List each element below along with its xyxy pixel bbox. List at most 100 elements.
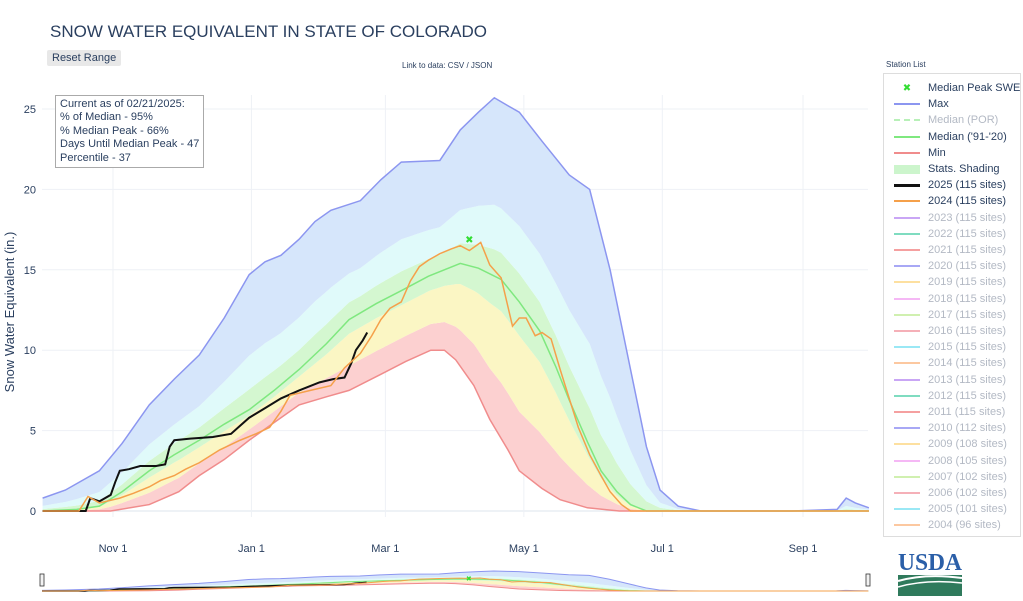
legend-item[interactable]: 2009 (108 sites) (884, 436, 1007, 452)
legend-label: 2023 (115 sites) (928, 211, 1007, 224)
series-line-min (42, 349, 869, 512)
info-line-date: Current as of 02/21/2025: (60, 98, 185, 110)
legend-label: Median ('91-'20) (928, 130, 1007, 143)
series-line-max (42, 96, 870, 512)
legend-item[interactable]: 2014 (115 sites) (884, 355, 1006, 371)
legend-label: 2018 (115 sites) (928, 292, 1007, 305)
legend-swatch (894, 216, 920, 219)
legend-item[interactable]: Min (884, 145, 946, 161)
legend-label: 2019 (115 sites) (928, 276, 1007, 289)
legend-swatch (894, 330, 920, 332)
y-tick-label: 25 (24, 104, 36, 116)
legend-swatch (894, 411, 920, 413)
legend-label: Median (POR) (928, 114, 999, 127)
legend-swatch (894, 475, 920, 478)
legend-swatch (894, 119, 920, 122)
legend-item[interactable]: 2011 (115 sites) (884, 404, 1005, 420)
legend-label: 2016 (115 sites) (928, 325, 1007, 337)
legend-item[interactable]: 2018 (115 sites) (884, 291, 1006, 307)
legend-item[interactable]: 2004 (96 sites) (884, 517, 1001, 533)
stats-band (42, 570, 869, 591)
legend-label: Stats. Shading (928, 163, 1000, 175)
legend-swatch (894, 459, 920, 462)
legend-item[interactable]: 2005 (101 sites) (884, 501, 1007, 517)
range-slider-handle[interactable] (865, 573, 871, 587)
y-tick-label: 10 (24, 345, 36, 357)
legend-label: 2017 (115 sites) (928, 308, 1007, 321)
legend-swatch (894, 164, 920, 174)
legend-item[interactable]: 2024 (115 sites) (884, 193, 1006, 209)
plot-area: ✖ (42, 96, 870, 512)
reset-range-button[interactable]: Reset Range (47, 50, 122, 66)
legend-label: 2005 (101 sites) (928, 503, 1007, 516)
range-slider-handle[interactable] (39, 573, 45, 587)
legend-item[interactable]: ✖ Median Peak SWE (884, 80, 1021, 96)
legend-label: 2015 (115 sites) (928, 341, 1007, 354)
legend-swatch (894, 362, 920, 365)
legend-swatch (894, 151, 920, 154)
range-slider: ✖ (39, 568, 871, 592)
x-tick-label: Sep 1 (789, 543, 818, 555)
legend-item[interactable]: 2016 (115 sites) (884, 323, 1006, 339)
y-axis-title: Snow Water Equivalent (in.) (2, 232, 17, 393)
stats-band (42, 243, 869, 512)
legend-swatch (894, 135, 920, 138)
data-link[interactable]: Link to data: CSV / JSON (402, 61, 493, 70)
info-line-pct-median: % of Median - 95% (60, 111, 153, 124)
legend-item[interactable]: 2022 (115 sites) (884, 226, 1006, 242)
x-tick-label: Mar 1 (371, 543, 399, 555)
legend-item[interactable]: 2007 (102 sites) (884, 469, 1007, 485)
chart-title: SNOW WATER EQUIVALENT IN STATE OF COLORA… (50, 22, 488, 41)
series-line-min (42, 582, 869, 592)
legend-swatch (894, 200, 920, 203)
legend-label: 2013 (115 sites) (928, 373, 1007, 386)
legend-item[interactable]: Stats. Shading (884, 161, 1000, 177)
legend: ✖ Median Peak SWE Max Median (POR) Median ('… (883, 73, 1021, 537)
legend-item[interactable]: 2021 (115 sites) (884, 242, 1006, 258)
usda-logo: USDA (896, 548, 966, 596)
legend-swatch (894, 281, 920, 284)
legend-item[interactable]: 2015 (115 sites) (884, 339, 1006, 355)
legend-item[interactable]: 2023 (115 sites) (884, 210, 1006, 226)
info-line-days-until-peak: Days Until Median Peak - 47 (60, 138, 200, 151)
x-marker-icon: ✖ (902, 82, 912, 94)
legend-swatch (894, 183, 920, 187)
legend-label: 2020 (115 sites) (928, 260, 1007, 273)
legend-label: 2014 (115 sites) (928, 357, 1007, 370)
y-tick-label: 15 (24, 265, 36, 277)
legend-item[interactable]: Median (POR) (884, 112, 998, 128)
median-peak-marker: ✖ (466, 576, 472, 583)
legend-swatch (894, 524, 920, 527)
legend-title: Station List (886, 60, 926, 69)
stats-band (42, 204, 869, 511)
legend-swatch (894, 394, 920, 397)
legend-label: 2006 (102 sites) (928, 487, 1007, 499)
legend-item[interactable]: 2025 (115 sites) (884, 177, 1006, 193)
legend-label: 2007 (102 sites) (928, 470, 1007, 483)
median-peak-marker: ✖ (465, 235, 473, 246)
legend-label: 2012 (115 sites) (928, 389, 1007, 402)
legend-swatch (894, 378, 920, 381)
series-line-2025-115-sites- (42, 332, 369, 512)
legend-item[interactable]: 2019 (115 sites) (884, 274, 1006, 290)
x-tick-label: Jul 1 (651, 543, 674, 555)
legend-item[interactable]: Median ('91-'20) (884, 129, 1007, 145)
x-tick-label: Nov 1 (99, 543, 128, 555)
legend-swatch (894, 492, 920, 494)
legend-item[interactable]: 2010 (112 sites) (884, 420, 1006, 436)
x-tick-label: May 1 (509, 543, 539, 555)
legend-swatch (894, 443, 920, 446)
legend-label: Max (928, 98, 949, 111)
legend-item[interactable]: 2012 (115 sites) (884, 388, 1006, 404)
legend-item[interactable]: 2008 (105 sites) (884, 453, 1007, 469)
legend-swatch (894, 249, 920, 251)
info-line-percentile: Percentile - 37 (60, 151, 131, 164)
legend-label: 2011 (115 sites) (928, 406, 1006, 418)
legend-label: 2021 (115 sites) (928, 244, 1007, 256)
legend-item[interactable]: 2020 (115 sites) (884, 258, 1006, 274)
legend-item[interactable]: 2013 (115 sites) (884, 372, 1006, 388)
legend-item[interactable]: 2017 (115 sites) (884, 307, 1006, 323)
legend-item[interactable]: 2006 (102 sites) (884, 485, 1007, 501)
legend-item[interactable]: Max (884, 96, 949, 112)
